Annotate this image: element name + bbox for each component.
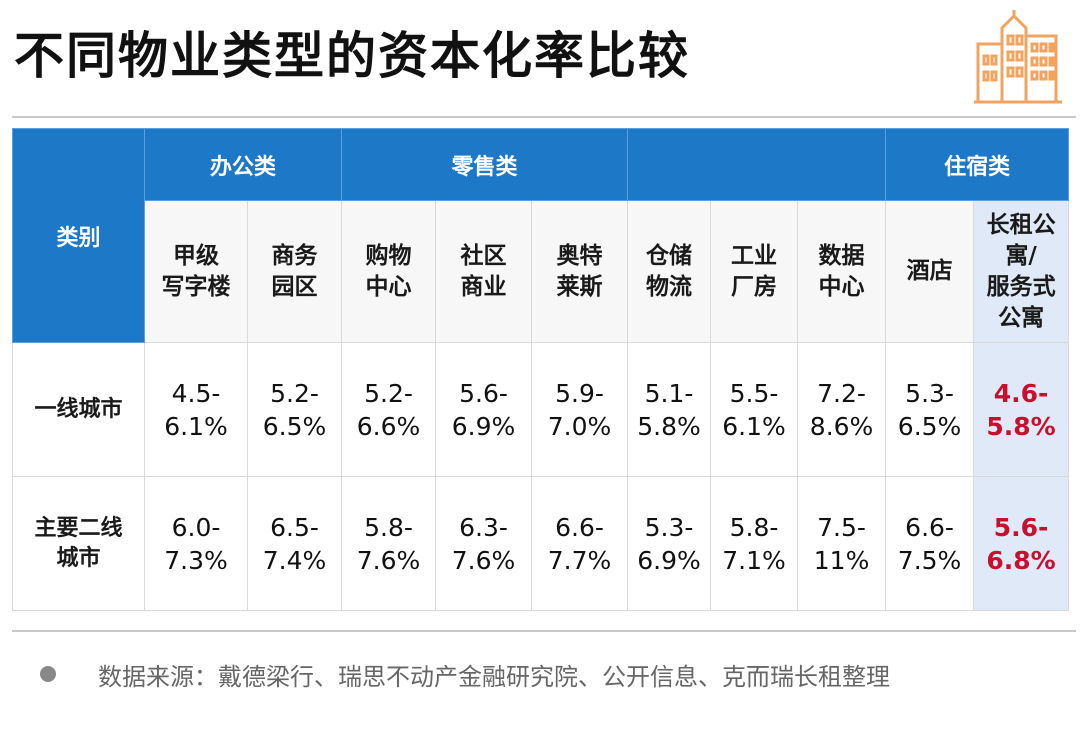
row-label-tier2: 主要二线 城市	[13, 477, 145, 611]
table-cell: 5.3- 6.9%	[628, 477, 711, 611]
group-header-logistics-blank	[628, 129, 886, 201]
page-title: 不同物业类型的资本化率比较	[14, 14, 690, 98]
row-label-tier1: 一线城市	[13, 343, 145, 477]
table-cell: 4.5- 6.1%	[145, 343, 248, 477]
table-cell: 7.5- 11%	[798, 477, 886, 611]
table-row: 主要二线 城市 6.0- 7.3% 6.5- 7.4% 5.8- 7.6% 6.3- 7.…	[13, 477, 1069, 611]
table-cell: 6.0- 7.3%	[145, 477, 248, 611]
table-cell: 5.5- 6.1%	[711, 343, 798, 477]
bottom-divider	[12, 630, 1076, 632]
table-cell: 7.2- 8.6%	[798, 343, 886, 477]
table-cell: 5.8- 7.6%	[342, 477, 436, 611]
category-header: 类别	[13, 129, 145, 343]
source-text: 数据来源：戴德梁行、瑞思不动产金融研究院、公开信息、克而瑞长租整理	[98, 657, 890, 692]
col-header-office-a: 甲级 写字楼	[145, 201, 248, 343]
col-header-logistics: 仓储 物流	[628, 201, 711, 343]
table-cell: 5.2- 6.5%	[248, 343, 342, 477]
col-header-business-park: 商务 园区	[248, 201, 342, 343]
group-header-lodging: 住宿类	[886, 129, 1069, 201]
col-header-outlet: 奥特 莱斯	[532, 201, 628, 343]
table-row: 一线城市 4.5- 6.1% 5.2- 6.5% 5.2- 6.6% 5.6- 6.9%…	[13, 343, 1069, 477]
table-cell: 6.6- 7.7%	[532, 477, 628, 611]
table-cell: 6.5- 7.4%	[248, 477, 342, 611]
bullet-icon	[40, 666, 56, 682]
col-header-community-retail: 社区 商业	[436, 201, 532, 343]
table-cell: 6.3- 7.6%	[436, 477, 532, 611]
col-header-apartment: 长租公 寓/服务式 公寓	[974, 201, 1069, 343]
table-cell: 5.8- 7.1%	[711, 477, 798, 611]
col-header-mall: 购物 中心	[342, 201, 436, 343]
cap-rate-table: 类别 办公类 零售类 住宿类 甲级 写字楼 商务 园区 购物 中心 社区 商业 奥特 莱斯…	[12, 128, 1069, 611]
table-cell: 5.3- 6.5%	[886, 343, 974, 477]
table-cell: 5.1- 5.8%	[628, 343, 711, 477]
col-header-datacenter: 数据 中心	[798, 201, 886, 343]
source-note: 数据来源：戴德梁行、瑞思不动产金融研究院、公开信息、克而瑞长租整理	[40, 652, 890, 696]
city-buildings-icon	[966, 6, 1066, 106]
table-cell-highlight: 4.6- 5.8%	[974, 343, 1069, 477]
table-cell-highlight: 5.6- 6.8%	[974, 477, 1069, 611]
table-cell: 6.6- 7.5%	[886, 477, 974, 611]
top-divider	[12, 116, 1076, 118]
group-header-retail: 零售类	[342, 129, 628, 201]
table-cell: 5.2- 6.6%	[342, 343, 436, 477]
col-header-industrial: 工业 厂房	[711, 201, 798, 343]
col-header-hotel: 酒店	[886, 201, 974, 343]
table-cell: 5.9- 7.0%	[532, 343, 628, 477]
table-cell: 5.6- 6.9%	[436, 343, 532, 477]
group-header-office: 办公类	[145, 129, 342, 201]
